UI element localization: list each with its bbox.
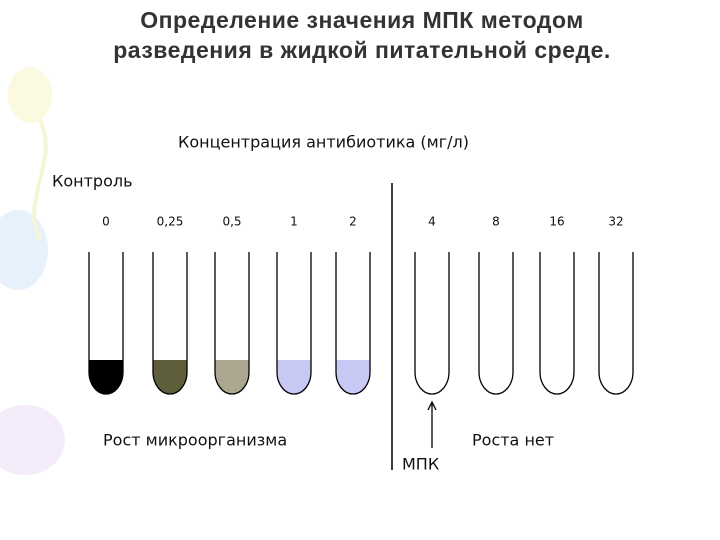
tube-label: 1 [290,215,298,229]
tube-fill [277,360,311,394]
tube [598,252,634,395]
header: Концентрация антибиотика (мг/л) [178,133,469,152]
tube-label: 2 [349,215,357,229]
tube [539,252,575,395]
mic-label: МПК [402,455,440,474]
tube-label: 0,25 [157,215,184,229]
tube [335,252,371,395]
tube [214,252,250,395]
tube-fill [153,360,187,394]
tube-fill [336,360,370,394]
tube-label: 0,5 [222,215,241,229]
tube-label: 8 [492,215,500,229]
tube-fill [540,360,574,394]
background-decoration [0,67,65,475]
tube-fill [215,360,249,394]
tube-label: 16 [549,215,564,229]
tube [478,252,514,395]
growth-label: Рост микроорганизма [103,431,287,450]
tube-fill [479,360,513,394]
tube [276,252,312,395]
tube-fill [599,360,633,394]
tube-fill [89,360,123,394]
title-line: разведения в жидкой питательной среде. [113,37,611,63]
tube-fill [415,360,449,394]
tube [414,252,450,395]
tube-label: 4 [428,215,436,229]
tube-label: 32 [608,215,623,229]
control-label: Контроль [52,172,133,191]
title-line: Определение значения МПК методом [140,7,584,33]
no-growth-label: Роста нет [472,431,554,450]
tube-label: 0 [102,215,110,229]
arrow-head [427,400,437,411]
tube [88,252,124,395]
tube [152,252,188,395]
